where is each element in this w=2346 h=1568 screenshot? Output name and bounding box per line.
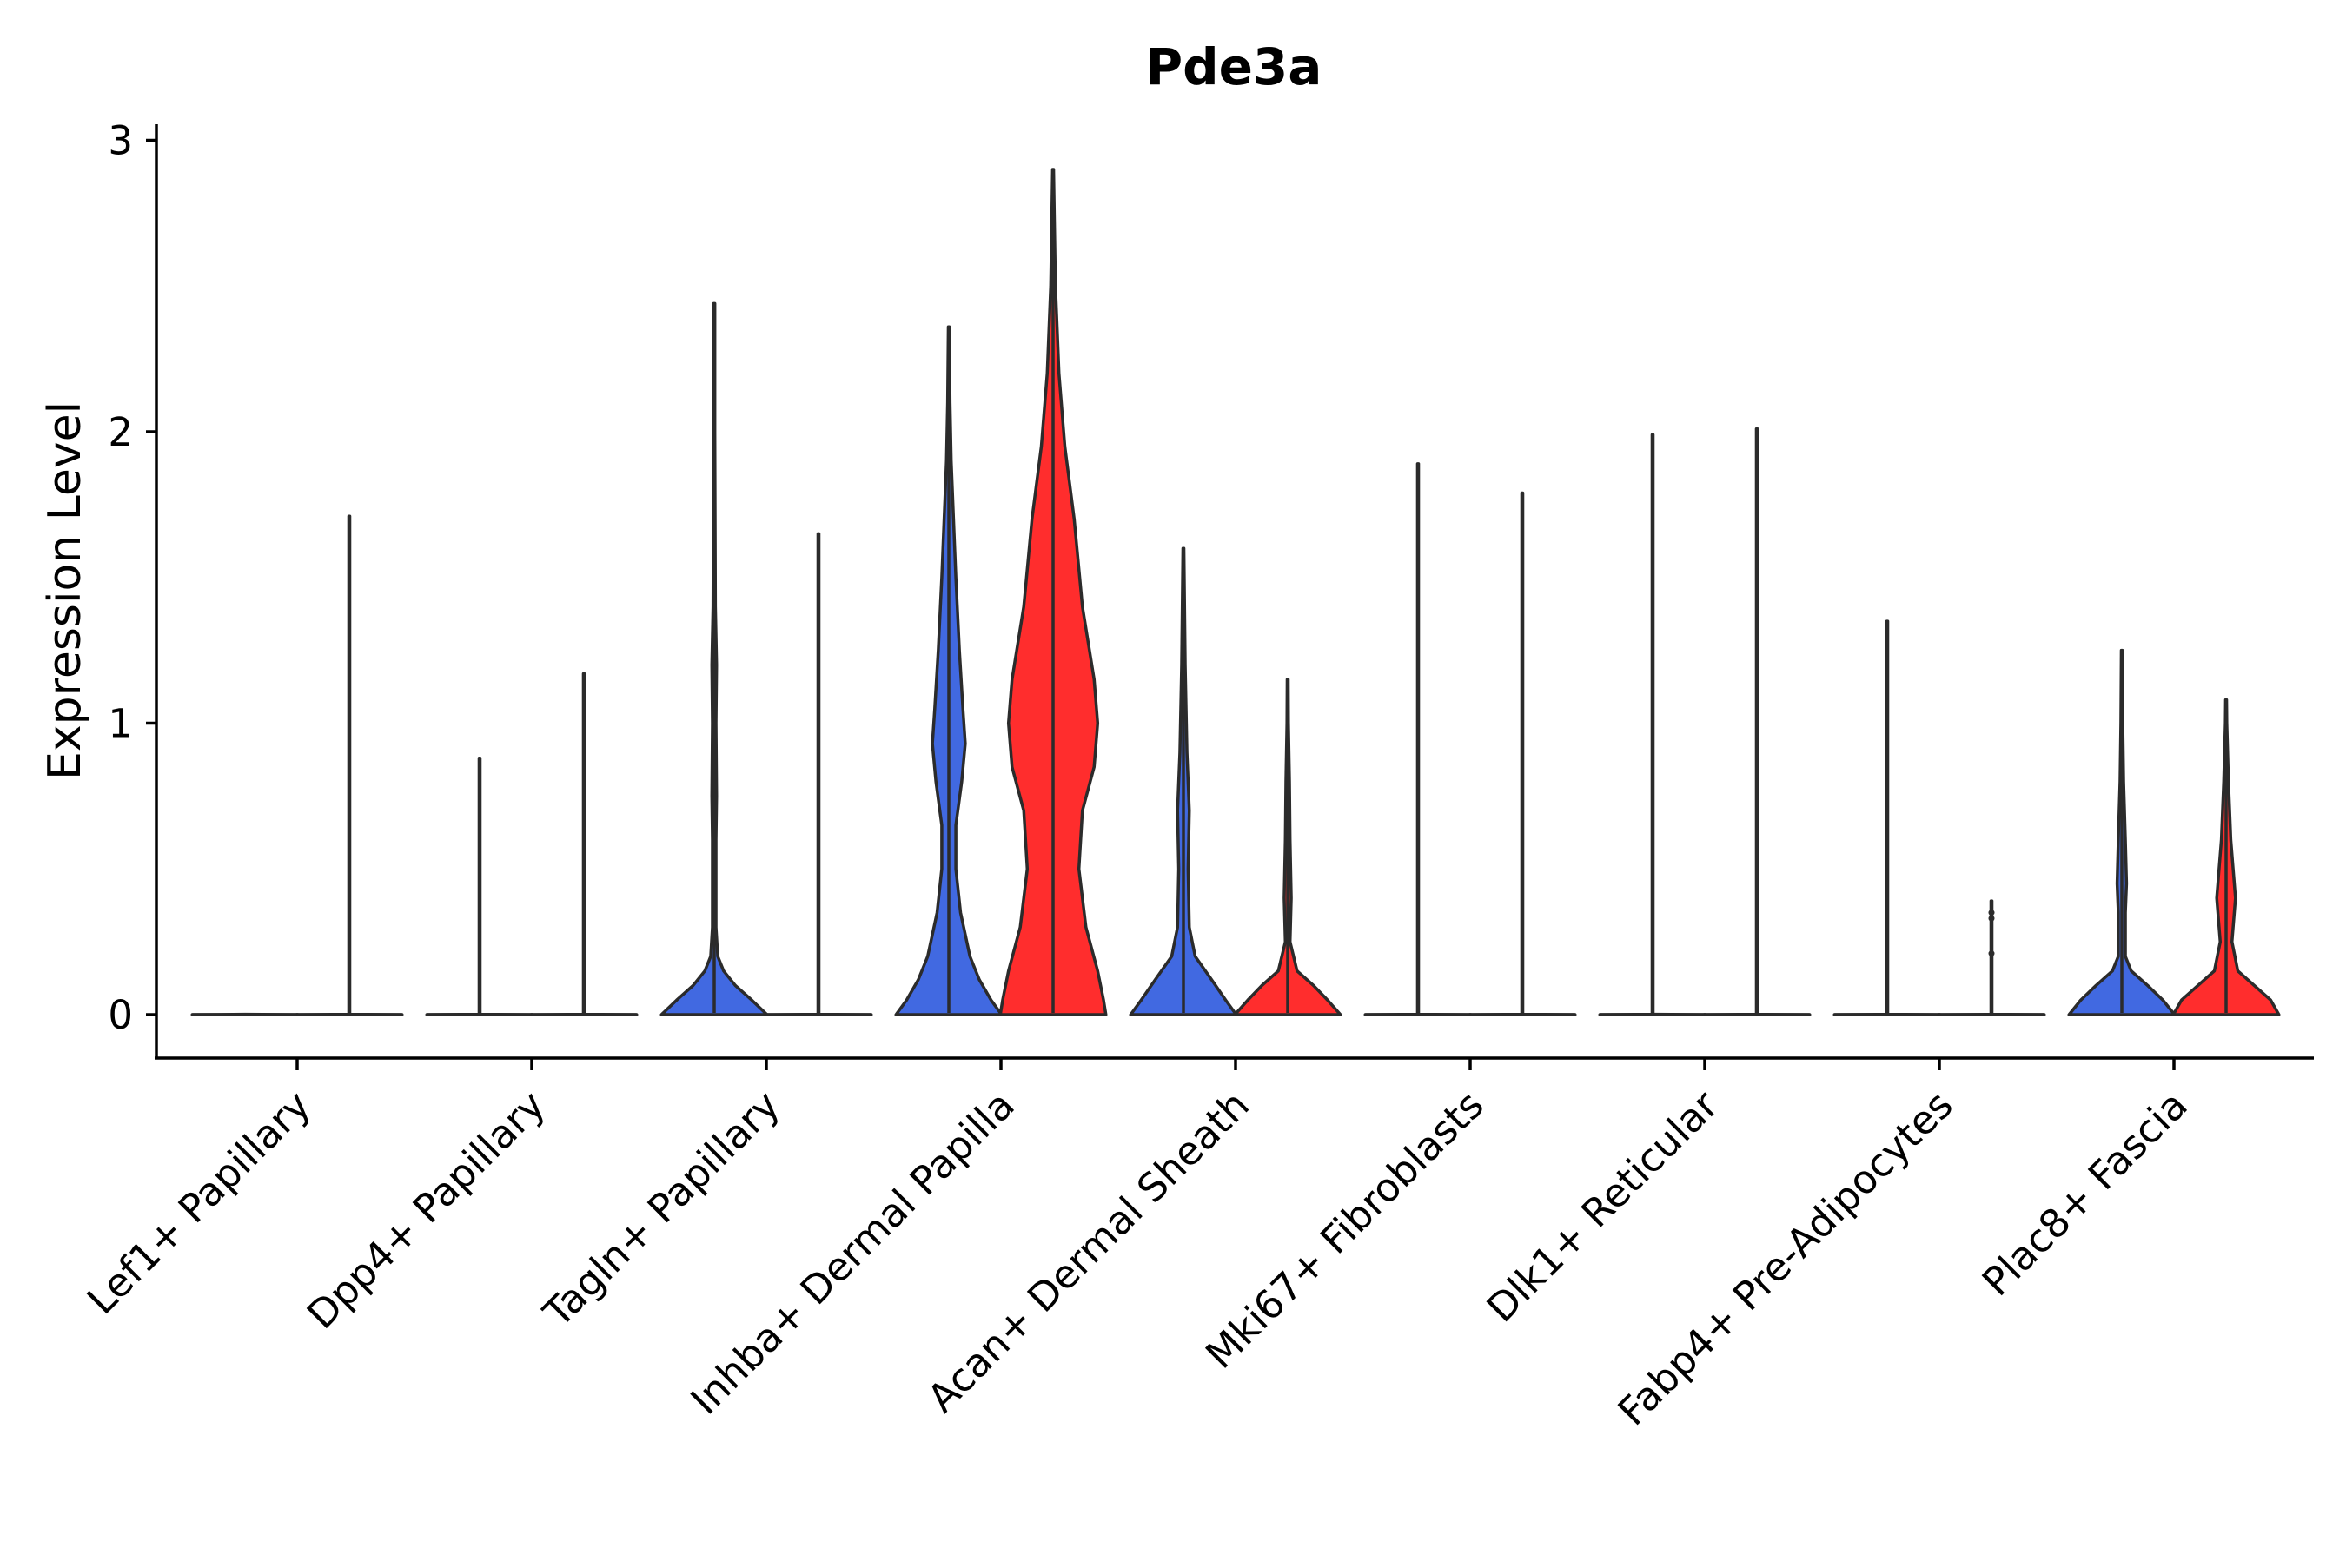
data-point: [1989, 916, 1995, 922]
y-tick-label: 2: [108, 409, 133, 455]
y-tick-label: 1: [108, 701, 133, 747]
data-point: [1989, 950, 1995, 956]
x-tick-label: Dpp4+ Papillary: [298, 1082, 554, 1338]
chart-title: Pde3a: [1146, 37, 1322, 96]
y-tick-label: 0: [108, 992, 133, 1038]
violins-layer: [192, 169, 2279, 1015]
x-tick-label: Dlk1+ Reticular: [1478, 1082, 1727, 1331]
y-tick-label: 3: [108, 118, 133, 164]
y-axis-title: Expression Level: [39, 401, 91, 780]
x-tick-label: Plac8+ Fascia: [1973, 1082, 2197, 1305]
x-tick-label: Lef1+ Papillary: [78, 1082, 320, 1323]
y-ticks: 0 1 2 3: [108, 118, 156, 1039]
x-tick-label: Tagln+ Papillary: [534, 1082, 789, 1336]
data-point: [1989, 910, 1995, 916]
